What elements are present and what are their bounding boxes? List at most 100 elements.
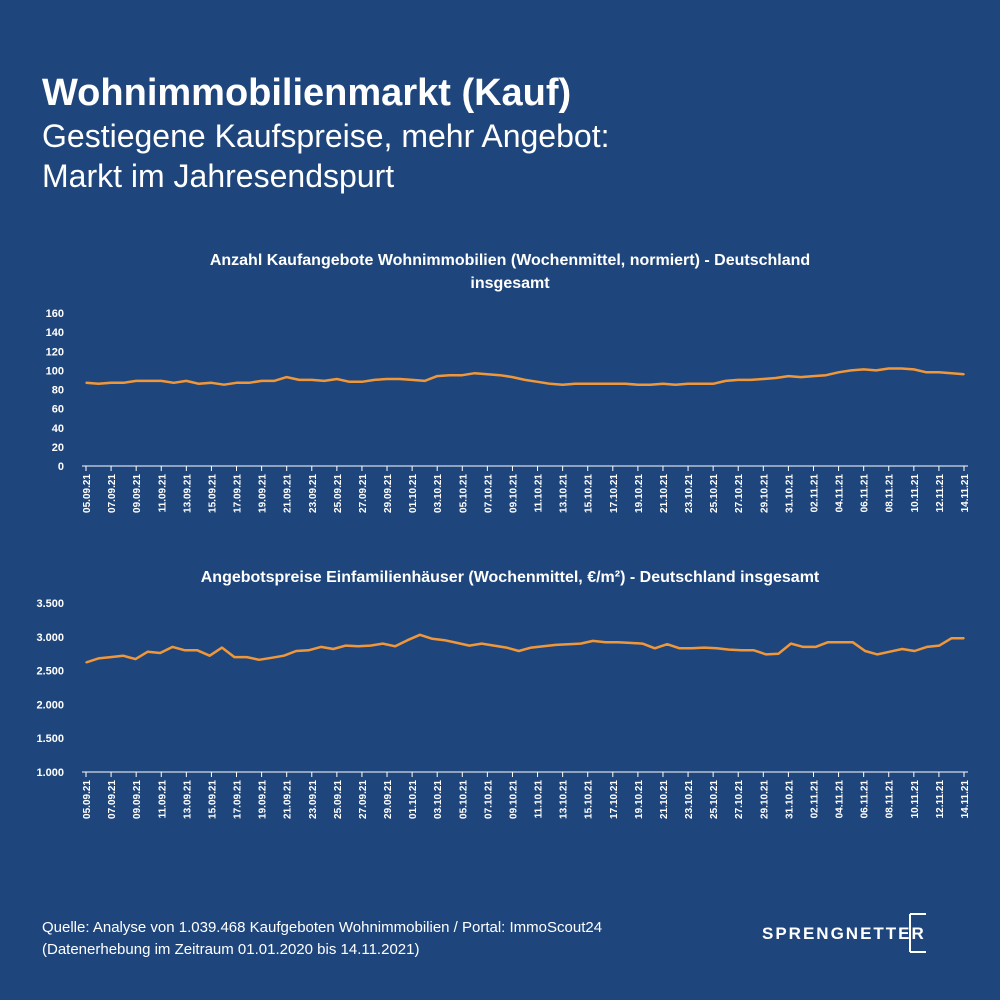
- data-point: [787, 375, 790, 377]
- x-tick-label: 19.10.21: [634, 780, 645, 819]
- data-point: [629, 642, 631, 644]
- data-point: [925, 371, 928, 374]
- x-tick-label: 06.11.21: [860, 780, 871, 819]
- data-point: [913, 368, 915, 371]
- x-tick-label: 11.09.21: [157, 780, 168, 819]
- x-tick-label: 21.09.21: [283, 780, 294, 819]
- x-tick-label: 05.10.21: [458, 780, 469, 819]
- data-point: [332, 648, 335, 650]
- brand-logo: SPRENGNETTER: [762, 910, 947, 956]
- y-tick-label: 100: [46, 365, 64, 377]
- x-tick-label: 15.09.21: [207, 474, 218, 513]
- x-tick-label: 02.11.21: [809, 474, 820, 513]
- x-tick-label: 27.10.21: [734, 780, 745, 819]
- x-tick-label: 03.10.21: [433, 474, 444, 513]
- data-point: [800, 376, 802, 378]
- data-point: [765, 653, 767, 656]
- x-tick-label: 19.10.21: [634, 474, 645, 513]
- data-point: [728, 648, 730, 651]
- data-point: [876, 653, 879, 656]
- data-point: [398, 378, 401, 380]
- y-tick-label: 80: [52, 385, 64, 397]
- y-tick-label: 3.500: [36, 598, 64, 610]
- x-tick-label: 31.10.21: [784, 780, 795, 819]
- data-point: [549, 382, 551, 385]
- y-tick-label: 140: [46, 327, 64, 339]
- data-point: [678, 647, 681, 650]
- data-point: [461, 374, 464, 376]
- x-tick-label: 17.09.21: [233, 474, 244, 513]
- data-point: [381, 642, 384, 645]
- y-tick-label: 20: [52, 442, 64, 454]
- data-point: [210, 382, 213, 384]
- data-point: [369, 644, 372, 647]
- data-point: [486, 373, 489, 375]
- x-tick-label: 17.10.21: [609, 474, 620, 513]
- data-point: [827, 641, 829, 644]
- x-tick-label: 10.11.21: [910, 474, 921, 513]
- data-point: [122, 382, 125, 384]
- data-point: [814, 646, 817, 648]
- data-point: [674, 383, 677, 386]
- y-tick-label: 60: [52, 404, 64, 416]
- page-subtitle-line-2: Markt im Jahresendspurt: [42, 158, 395, 194]
- x-tick-label: 07.09.21: [107, 474, 118, 513]
- x-tick-label: 14.11.21: [960, 474, 971, 513]
- x-tick-label: 08.11.21: [885, 474, 896, 513]
- data-point: [135, 380, 137, 382]
- x-tick-label: 23.10.21: [684, 474, 695, 513]
- data-point: [456, 642, 458, 644]
- x-tick-label: 01.10.21: [408, 474, 419, 513]
- x-tick-label: 01.10.21: [408, 780, 419, 819]
- data-point: [561, 383, 564, 386]
- x-tick-label: 23.09.21: [308, 780, 319, 819]
- data-point: [511, 376, 514, 378]
- x-tick-label: 07.10.21: [483, 474, 494, 513]
- chart-title-line-1: Anzahl Kaufangebote Wohnimmobilien (Woch…: [209, 252, 811, 269]
- data-point: [712, 382, 714, 385]
- chart-title: Angebotspreise Einfamilienhäuser (Wochen…: [140, 566, 880, 589]
- data-point: [703, 646, 706, 649]
- y-tick-label: 1.000: [36, 767, 64, 779]
- data-point: [406, 639, 409, 641]
- data-point: [361, 381, 363, 383]
- data-point: [320, 646, 322, 648]
- y-tick-label: 120: [46, 346, 64, 358]
- x-tick-label: 09.09.21: [132, 780, 143, 819]
- data-point: [85, 661, 87, 664]
- y-tick-label: 1.500: [36, 733, 64, 745]
- data-point: [691, 647, 693, 650]
- data-point: [862, 368, 865, 371]
- data-point: [344, 644, 347, 647]
- data-point: [97, 657, 100, 660]
- data-point: [926, 646, 928, 648]
- series-line: [85, 367, 965, 386]
- data-point: [233, 656, 236, 658]
- x-tick-label: 15.09.21: [207, 780, 218, 819]
- data-point: [641, 642, 644, 645]
- data-point: [348, 381, 351, 383]
- data-point: [567, 643, 570, 646]
- source-line-2: (Datenerhebung im Zeitraum 01.01.2020 bi…: [42, 941, 420, 958]
- source-line-1: Quelle: Analyse von 1.039.468 Kaufgebote…: [42, 919, 603, 936]
- data-point: [592, 640, 594, 642]
- data-point: [963, 637, 965, 639]
- x-tick-label: 29.09.21: [383, 780, 394, 819]
- x-tick-label: 17.09.21: [233, 780, 244, 819]
- data-point: [221, 646, 223, 649]
- data-point: [159, 652, 161, 654]
- data-point: [310, 379, 313, 381]
- data-point: [825, 374, 827, 376]
- data-point: [864, 650, 866, 652]
- x-tick-label: 05.09.21: [82, 474, 93, 513]
- data-point: [357, 645, 359, 648]
- data-point: [109, 656, 112, 658]
- page-title: Wohnimmobilienmarkt (Kauf): [42, 72, 572, 114]
- data-point: [436, 375, 439, 377]
- data-point: [283, 654, 285, 657]
- data-point: [171, 646, 174, 648]
- chart-title-line-1: Angebotspreise Einfamilienhäuser (Wochen…: [200, 569, 820, 586]
- data-point: [443, 639, 446, 641]
- x-tick-label: 09.10.21: [508, 780, 519, 819]
- data-point: [198, 382, 200, 385]
